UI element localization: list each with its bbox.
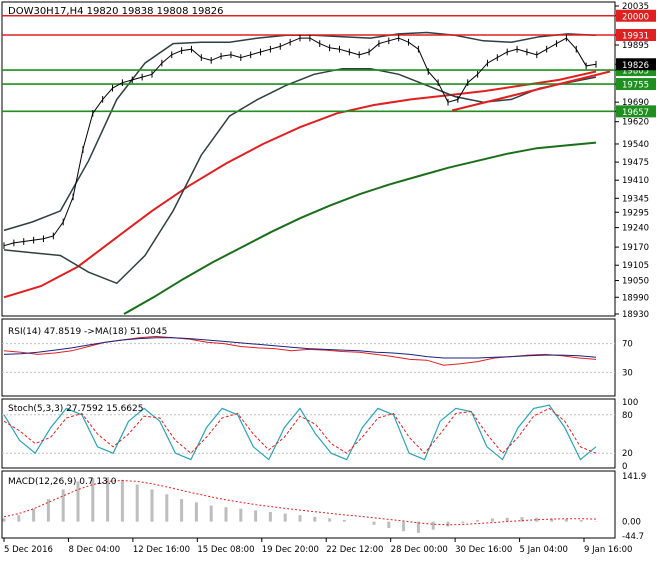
rsi-layer <box>2 335 615 373</box>
time-tick-label: 22 Dec 12:00 <box>326 545 383 555</box>
time-tick-label: 5 Jan 04:00 <box>520 545 568 555</box>
price-tick-label: 19410 <box>622 176 649 186</box>
macd-tick-label: 141.9 <box>622 472 646 482</box>
price-tick-label: 19345 <box>622 194 649 204</box>
level-tag <box>616 105 656 118</box>
price-tick-label: 19050 <box>622 277 649 287</box>
price-tick-label: 20035 <box>622 2 649 12</box>
time-tick-label: 9 Jan 16:00 <box>584 545 632 555</box>
price-tick-label: 19540 <box>622 140 649 150</box>
current-price-tag <box>616 58 656 71</box>
stoch-d-line <box>3 407 597 454</box>
level-tag-label: 19657 <box>622 108 649 118</box>
rsi-label: RSI(14) 47.8519 ->MA(18) 51.0045 <box>8 327 167 337</box>
rsi-tick-label: 30 <box>622 368 633 378</box>
time-tick-label: 5 Dec 2016 <box>4 545 53 555</box>
macd-label: MACD(12,26,9) 0.7 13.0 <box>8 477 117 487</box>
sma200-line <box>123 141 597 315</box>
macd-tick-label: 0.00 <box>622 518 641 528</box>
price-tick-label: 19690 <box>622 98 649 108</box>
rsi-panel-frame <box>1 318 616 397</box>
price-tick-label: 18930 <box>622 310 649 320</box>
price-panel-frame <box>1 1 616 317</box>
macd-signal-line <box>3 479 597 526</box>
rsi-tick-label: 70 <box>622 340 633 350</box>
stoch-tick-label: 100 <box>622 398 638 408</box>
time-tick-label: 8 Dec 04:00 <box>68 545 120 555</box>
level-tag-label: 20000 <box>622 12 649 22</box>
bollinger-lower-line <box>3 67 597 285</box>
price-tick-label: 19170 <box>622 243 649 253</box>
stoch-layer <box>2 404 615 461</box>
rsi-line <box>3 335 597 366</box>
price-tick-label: 19105 <box>622 261 649 271</box>
price-tick-label: 19295 <box>622 208 649 218</box>
price-tick-label: 19475 <box>622 158 649 168</box>
price-line <box>3 37 597 247</box>
level-tag-label: 19931 <box>622 31 649 41</box>
level-tag-label: 19805 <box>622 67 649 77</box>
price-tick-label: 18990 <box>622 293 649 303</box>
time-tick-label: 15 Dec 08:00 <box>197 545 254 555</box>
sma100-line <box>3 70 597 299</box>
time-tick-label: 19 Dec 20:00 <box>262 545 319 555</box>
level-tag <box>616 78 656 91</box>
rsi-ma-line <box>3 337 597 359</box>
macd-layer <box>2 477 598 533</box>
stoch-tick-label: 80 <box>622 411 633 421</box>
stoch-tick-label: 20 <box>622 449 633 459</box>
price-tick-label: 19240 <box>622 224 649 234</box>
price-layer <box>2 14 615 315</box>
price-tick-label: 19895 <box>622 41 649 51</box>
time-tick-label: 12 Dec 16:00 <box>133 545 190 555</box>
stoch-label: Stoch(5,3,3) 27.7592 15.6625 <box>8 404 143 414</box>
time-tick-label: 28 Dec 00:00 <box>391 545 448 555</box>
stoch-tick-label: 0 <box>622 462 627 472</box>
axis-layer: 2003520000 1993119895 1982619805 19755 19690… <box>3 2 656 555</box>
current-price-label: 19826 <box>622 61 649 71</box>
level-tag <box>616 28 656 41</box>
price-tick-label: 19620 <box>622 118 649 128</box>
trendline <box>451 70 611 112</box>
time-tick-label: 30 Dec 16:00 <box>455 545 512 555</box>
bollinger-upper-line <box>3 31 597 232</box>
macd-tick-label: -44.7 <box>622 532 644 542</box>
macd-panel-frame <box>1 470 616 539</box>
level-tag-label: 19755 <box>622 81 649 91</box>
stoch-panel-frame <box>1 398 616 469</box>
level-tag <box>616 9 656 22</box>
stoch-k-line <box>3 404 597 461</box>
chart-title: DOW30H17,H4 19820 19838 19808 19826 <box>8 6 223 17</box>
